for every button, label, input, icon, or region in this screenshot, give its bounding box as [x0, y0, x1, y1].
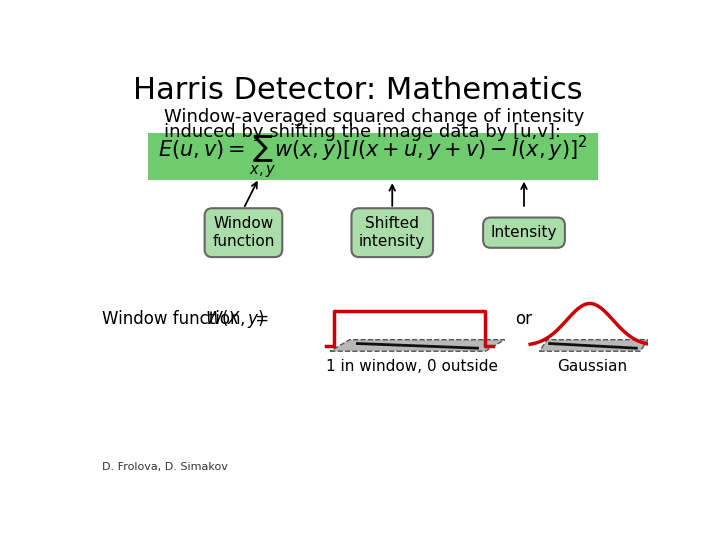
Text: Gaussian: Gaussian: [557, 359, 627, 374]
Text: 1 in window, 0 outside: 1 in window, 0 outside: [325, 359, 498, 374]
Polygon shape: [330, 340, 505, 351]
Text: Window-averaged squared change of intensity: Window-averaged squared change of intens…: [163, 108, 584, 126]
Text: $E(u,v) = \sum_{x,y} w(x,y)\left[I(x+u,y+v) - I(x,y)\right]^2$: $E(u,v) = \sum_{x,y} w(x,y)\left[I(x+u,y…: [158, 134, 588, 180]
FancyBboxPatch shape: [148, 132, 598, 180]
Text: or: or: [515, 310, 531, 328]
Text: D. Frolova, D. Simakov: D. Frolova, D. Simakov: [102, 462, 228, 472]
Text: Intensity: Intensity: [491, 225, 557, 240]
Polygon shape: [539, 340, 648, 351]
Text: Shifted
intensity: Shifted intensity: [359, 216, 426, 249]
Text: Window
function: Window function: [212, 216, 274, 249]
Text: =: =: [250, 310, 269, 328]
Text: $W(X,y)$: $W(X,y)$: [204, 308, 264, 330]
Text: induced by shifting the image data by [u,v]:: induced by shifting the image data by [u…: [163, 123, 561, 141]
Text: Window function: Window function: [102, 310, 246, 328]
Text: Harris Detector: Mathematics: Harris Detector: Mathematics: [132, 76, 582, 105]
